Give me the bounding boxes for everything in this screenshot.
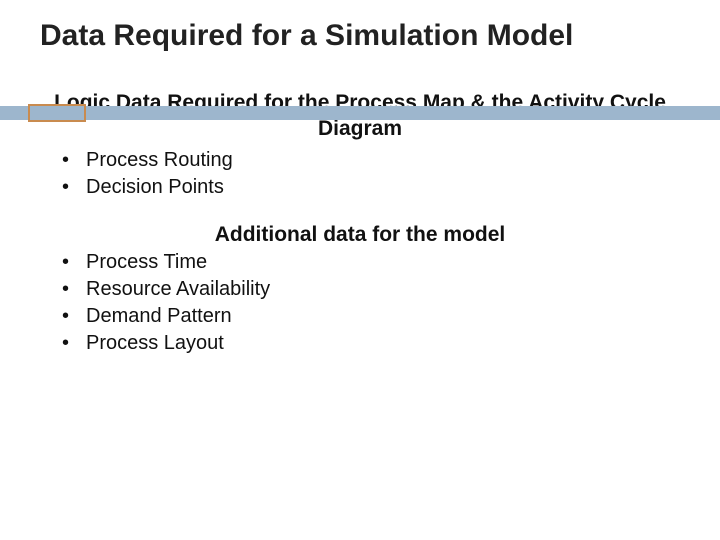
rule-orange-box <box>28 104 86 122</box>
list-item: Process Routing <box>62 147 670 174</box>
title-rule <box>0 106 720 126</box>
list-item: Process Layout <box>62 330 670 357</box>
rule-blue-bar <box>0 106 720 120</box>
list-item: Process Time <box>62 249 670 276</box>
slide: Data Required for a Simulation Model Log… <box>0 0 720 540</box>
list-item: Demand Pattern <box>62 303 670 330</box>
content-area: Logic Data Required for the Process Map … <box>0 54 720 357</box>
section2-bullets: Process Time Resource Availability Deman… <box>50 249 670 357</box>
slide-title: Data Required for a Simulation Model <box>40 18 720 54</box>
section1-bullets: Process Routing Decision Points <box>50 147 670 201</box>
section2-heading: Additional data for the model <box>50 223 670 247</box>
title-area: Data Required for a Simulation Model <box>0 18 720 54</box>
list-item: Resource Availability <box>62 276 670 303</box>
list-item: Decision Points <box>62 174 670 201</box>
